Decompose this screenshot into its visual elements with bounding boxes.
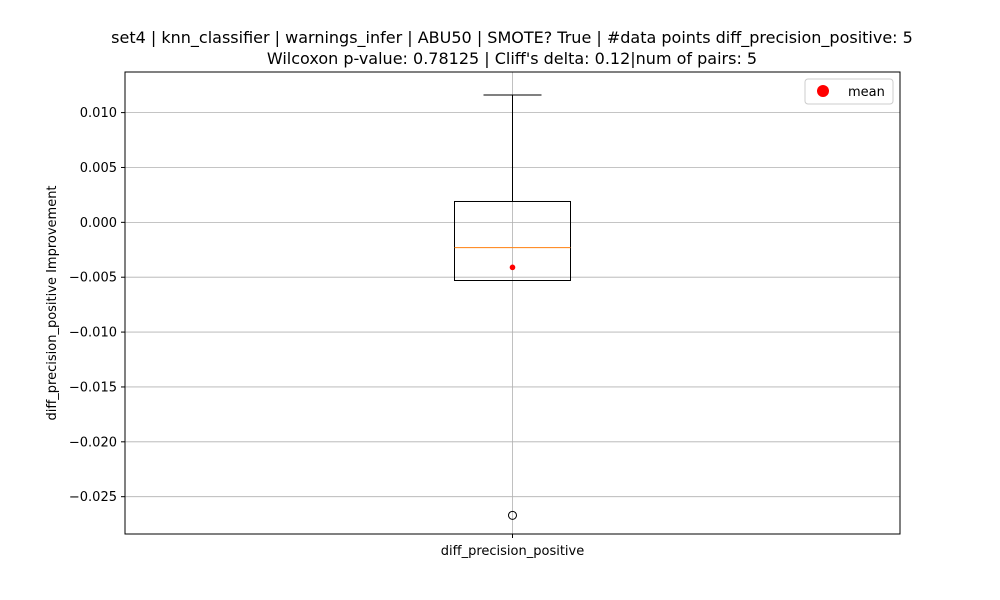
y-axis-label: diff_precision_positive Improvement [45,185,60,420]
iqr-box [454,200,571,282]
y-tick-label: 0.000 [80,216,117,231]
legend: mean [804,78,894,105]
mean-point [509,264,516,271]
y-tick-label: −0.025 [69,490,117,505]
box-elements [454,94,571,520]
legend-mean-marker [817,85,829,97]
legend-entry-mean: mean [848,85,885,100]
x-axis-ticks: diff_precision_positive [441,534,584,559]
chart-title-line2: Wilcoxon p-value: 0.78125 | Cliff's delt… [267,49,757,68]
grid-lines [125,72,900,534]
outlier-point [508,510,517,520]
x-tick-label: diff_precision_positive [441,544,584,559]
y-tick-label: −0.010 [69,326,117,341]
y-tick-label: 0.010 [80,106,117,121]
y-tick-label: −0.020 [69,435,117,450]
chart-title-line1: set4 | knn_classifier | warnings_infer |… [111,28,913,48]
y-tick-label: −0.015 [69,380,117,395]
y-tick-label: 0.005 [80,161,117,176]
plot-frame [124,71,901,535]
legend-frame [804,78,894,105]
y-axis-ticks: 0.010 0.005 0.000 −0.005 −0.010 −0.015 −0.020 −… [69,106,125,505]
y-tick-label: −0.005 [69,271,117,286]
